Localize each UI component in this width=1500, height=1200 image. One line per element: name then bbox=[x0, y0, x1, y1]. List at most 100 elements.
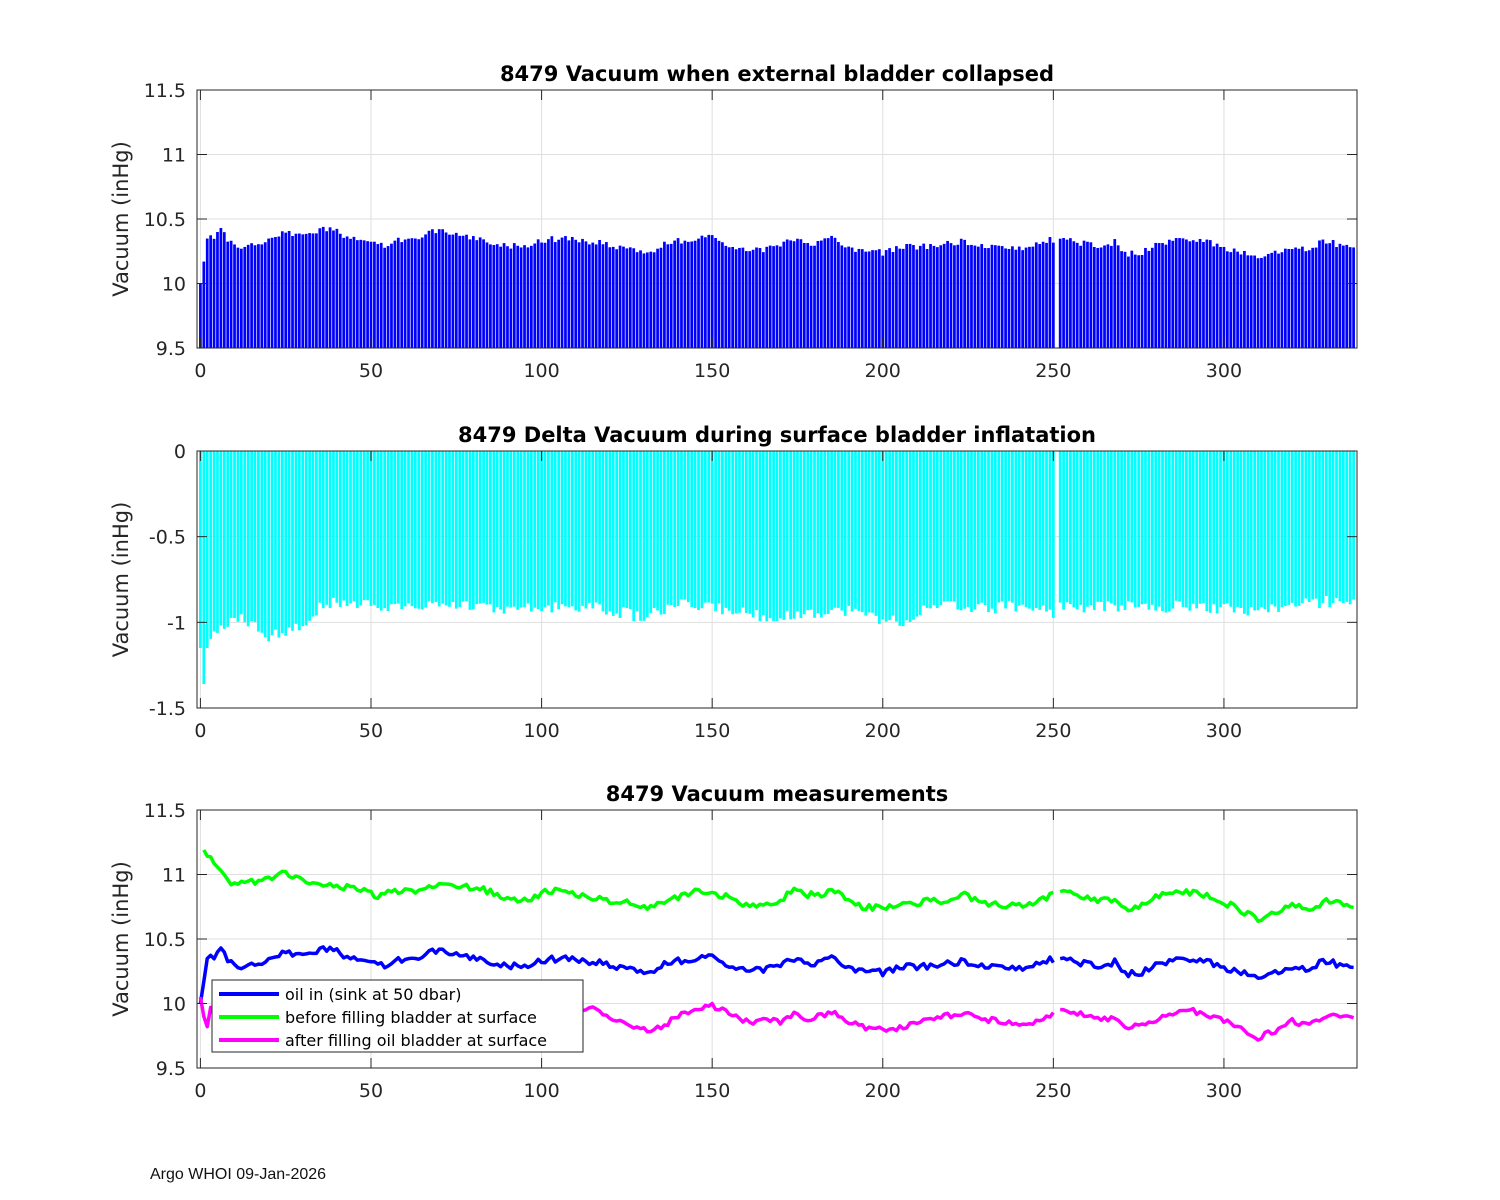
plot-vacuum-collapsed: 0 50 100 150 200 250 300 9.5 10 10.5 11 11.5 8479 Va… bbox=[109, 62, 1358, 382]
bar bbox=[642, 451, 646, 621]
bar bbox=[587, 244, 591, 348]
bar bbox=[1034, 451, 1038, 609]
bar bbox=[1307, 451, 1311, 602]
bar bbox=[287, 451, 291, 628]
bar bbox=[577, 451, 581, 612]
bar bbox=[727, 451, 731, 611]
bar bbox=[321, 451, 325, 609]
bar bbox=[1277, 253, 1280, 348]
bar bbox=[393, 451, 397, 605]
x-tick-label: 250 bbox=[1035, 720, 1071, 742]
bar bbox=[315, 451, 318, 616]
bar bbox=[816, 451, 820, 614]
bar bbox=[468, 239, 472, 348]
bar bbox=[308, 451, 311, 621]
bar bbox=[877, 249, 881, 348]
bar bbox=[280, 451, 284, 633]
bar bbox=[864, 451, 868, 616]
bar bbox=[1167, 451, 1171, 612]
axes-box bbox=[196, 450, 1358, 709]
bar bbox=[775, 245, 779, 348]
bar bbox=[1283, 248, 1287, 348]
bar bbox=[1041, 241, 1045, 348]
bar bbox=[1164, 244, 1168, 348]
bar bbox=[403, 451, 407, 607]
bar bbox=[345, 451, 349, 607]
bar bbox=[1331, 451, 1335, 604]
bar bbox=[697, 238, 700, 348]
bar bbox=[349, 451, 352, 604]
bar bbox=[1150, 451, 1154, 605]
bar bbox=[277, 451, 281, 638]
bar bbox=[1246, 451, 1250, 616]
bar bbox=[335, 228, 339, 348]
bar bbox=[966, 451, 970, 608]
bar bbox=[939, 245, 943, 348]
bar bbox=[448, 451, 451, 607]
bar bbox=[877, 451, 881, 624]
bar bbox=[1280, 252, 1284, 348]
bar bbox=[751, 249, 755, 348]
bar bbox=[564, 451, 567, 607]
y-tick-label: 9.5 bbox=[156, 338, 186, 360]
bar bbox=[605, 451, 608, 615]
bar bbox=[509, 451, 513, 608]
bar bbox=[1236, 251, 1239, 348]
bar bbox=[1075, 242, 1079, 348]
bar bbox=[526, 247, 530, 348]
bar bbox=[963, 451, 967, 609]
bar bbox=[1004, 451, 1007, 609]
bar bbox=[1058, 238, 1062, 348]
bar bbox=[683, 451, 687, 600]
bar bbox=[871, 451, 874, 613]
bar bbox=[915, 249, 919, 348]
bar bbox=[639, 250, 642, 348]
y-tick-label: -0.5 bbox=[149, 527, 186, 549]
bar bbox=[355, 240, 359, 348]
bar bbox=[489, 451, 492, 605]
bar bbox=[1348, 247, 1352, 348]
bar bbox=[581, 238, 584, 348]
bar bbox=[935, 247, 939, 348]
bar bbox=[431, 451, 434, 604]
bar bbox=[833, 237, 837, 348]
bar bbox=[325, 231, 329, 348]
bar bbox=[918, 451, 922, 616]
bar bbox=[379, 451, 383, 611]
bar bbox=[591, 451, 595, 609]
bar bbox=[567, 240, 571, 348]
legend-label-2: after filling oil bladder at surface bbox=[285, 1031, 547, 1050]
bar bbox=[471, 236, 475, 348]
bar bbox=[1335, 247, 1338, 348]
bar bbox=[1232, 248, 1236, 348]
bar bbox=[976, 246, 980, 348]
bar bbox=[1109, 451, 1113, 604]
bar bbox=[891, 251, 895, 348]
bar bbox=[1137, 255, 1141, 348]
bar bbox=[1116, 245, 1120, 348]
bar bbox=[390, 243, 393, 348]
chart-title: 8479 Delta Vacuum during surface bladder… bbox=[458, 423, 1096, 447]
bar bbox=[980, 244, 984, 348]
bar bbox=[622, 451, 625, 608]
bar bbox=[779, 246, 782, 348]
y-tick-label: 11 bbox=[162, 865, 186, 887]
bar bbox=[819, 451, 823, 618]
y-tick-label: 9.5 bbox=[156, 1058, 186, 1080]
bar bbox=[219, 227, 223, 348]
bar bbox=[495, 244, 499, 348]
bar bbox=[867, 451, 871, 613]
bar bbox=[697, 451, 700, 611]
bar bbox=[1103, 245, 1106, 348]
bar bbox=[929, 244, 932, 348]
bar bbox=[492, 245, 496, 348]
bar bbox=[714, 451, 717, 612]
bar bbox=[884, 451, 888, 622]
bar bbox=[424, 451, 427, 608]
bar bbox=[475, 451, 479, 605]
bar bbox=[1174, 451, 1178, 601]
bar bbox=[458, 235, 462, 348]
bar bbox=[738, 451, 741, 613]
bar bbox=[792, 241, 796, 348]
bar bbox=[529, 451, 533, 612]
